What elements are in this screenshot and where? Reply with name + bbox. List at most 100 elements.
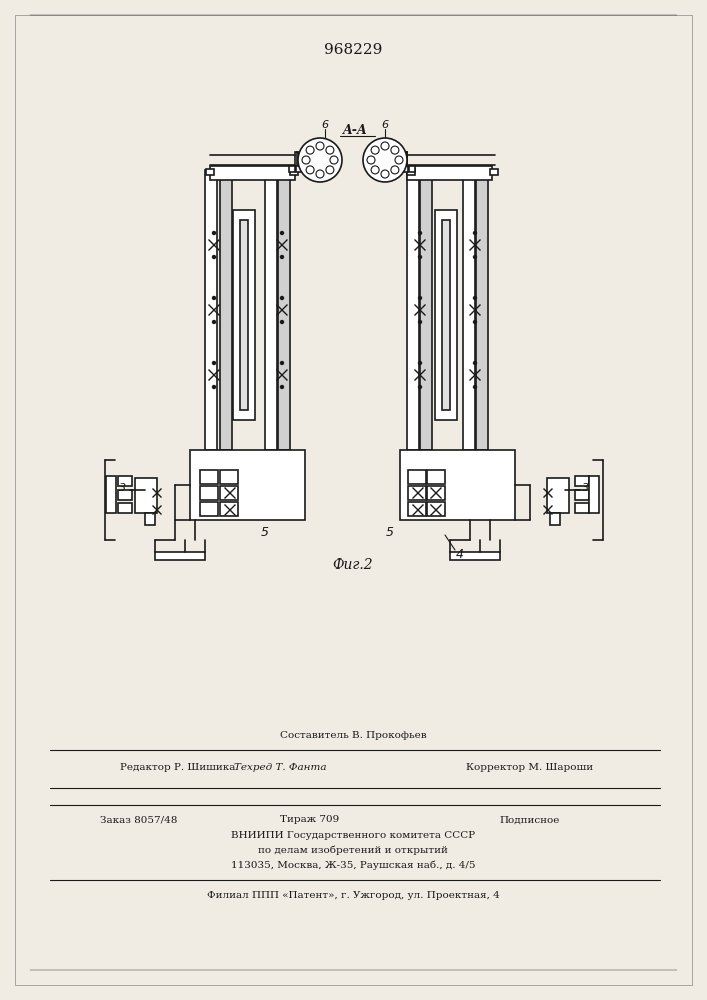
Text: Тираж 709: Тираж 709 — [281, 816, 339, 824]
Circle shape — [419, 255, 421, 258]
Text: 4: 4 — [456, 548, 464, 562]
Bar — [399, 152, 407, 166]
Bar — [240, 220, 248, 410]
Bar — [420, 170, 432, 450]
Bar — [118, 476, 132, 486]
Circle shape — [281, 361, 284, 364]
Circle shape — [281, 255, 284, 258]
Circle shape — [363, 138, 407, 182]
Circle shape — [419, 296, 421, 300]
Bar — [427, 470, 445, 484]
Circle shape — [326, 166, 334, 174]
Text: 6: 6 — [382, 120, 389, 130]
Circle shape — [213, 255, 216, 258]
Circle shape — [213, 232, 216, 234]
Circle shape — [474, 255, 477, 258]
Text: 113035, Москва, Ж-35, Раушская наб., д. 4/5: 113035, Москва, Ж-35, Раушская наб., д. … — [230, 860, 475, 870]
Text: по делам изобретений и открытий: по делам изобретений и открытий — [258, 845, 448, 855]
Bar — [408, 486, 426, 500]
Circle shape — [213, 296, 216, 300]
Bar — [205, 170, 217, 450]
Circle shape — [330, 156, 338, 164]
Bar — [118, 490, 132, 500]
Text: 968229: 968229 — [324, 43, 382, 57]
Circle shape — [474, 361, 477, 364]
Circle shape — [371, 146, 379, 154]
Circle shape — [391, 146, 399, 154]
Circle shape — [419, 385, 421, 388]
Bar — [220, 470, 238, 484]
Bar — [289, 166, 295, 172]
Bar — [463, 170, 475, 450]
Bar — [296, 166, 302, 172]
Bar — [408, 470, 426, 484]
Circle shape — [474, 320, 477, 324]
Text: 6: 6 — [322, 120, 329, 130]
Text: Подписное: Подписное — [500, 816, 560, 824]
Circle shape — [474, 385, 477, 388]
Bar — [408, 502, 426, 516]
Circle shape — [316, 170, 324, 178]
Bar — [106, 476, 116, 513]
Text: 5: 5 — [261, 526, 269, 538]
Text: 3: 3 — [582, 483, 589, 493]
Text: 3: 3 — [119, 483, 126, 493]
Bar — [476, 170, 488, 450]
Bar — [589, 476, 599, 513]
Circle shape — [395, 156, 403, 164]
Bar — [402, 166, 408, 172]
Circle shape — [316, 142, 324, 150]
Bar — [200, 470, 218, 484]
Bar — [407, 166, 492, 180]
Bar — [407, 170, 419, 450]
Circle shape — [474, 232, 477, 234]
Bar — [575, 490, 589, 500]
Bar — [407, 169, 415, 175]
Circle shape — [306, 146, 314, 154]
Circle shape — [474, 296, 477, 300]
Bar — [409, 166, 415, 172]
Text: Редактор Р. Шишика: Редактор Р. Шишика — [120, 764, 235, 772]
Circle shape — [281, 232, 284, 234]
Bar — [278, 170, 290, 450]
Bar — [550, 513, 560, 525]
Circle shape — [371, 166, 379, 174]
Bar — [135, 478, 157, 513]
Bar — [295, 152, 303, 166]
Bar — [220, 486, 238, 500]
Bar — [547, 478, 569, 513]
Bar — [118, 503, 132, 513]
Circle shape — [213, 385, 216, 388]
Bar — [200, 486, 218, 500]
Circle shape — [306, 166, 314, 174]
Bar — [575, 476, 589, 486]
Circle shape — [419, 361, 421, 364]
Bar — [206, 169, 214, 175]
Text: Корректор М. Шароши: Корректор М. Шароши — [467, 764, 594, 772]
Circle shape — [326, 146, 334, 154]
Bar — [233, 210, 255, 420]
Bar — [450, 552, 500, 560]
Circle shape — [213, 320, 216, 324]
Circle shape — [298, 138, 342, 182]
Circle shape — [281, 296, 284, 300]
Circle shape — [419, 232, 421, 234]
Bar — [220, 170, 232, 450]
Text: 5: 5 — [386, 526, 394, 538]
Bar — [575, 503, 589, 513]
Circle shape — [391, 166, 399, 174]
Text: Фиг.2: Фиг.2 — [333, 558, 373, 572]
Circle shape — [381, 170, 389, 178]
Bar — [210, 166, 295, 180]
Circle shape — [281, 320, 284, 324]
Bar — [155, 552, 205, 560]
Circle shape — [281, 385, 284, 388]
Text: Составитель В. Прокофьев: Составитель В. Прокофьев — [280, 730, 426, 740]
Bar — [400, 450, 515, 520]
Text: ВНИИПИ Государственного комитета СССР: ВНИИПИ Государственного комитета СССР — [231, 830, 475, 840]
Bar — [490, 169, 498, 175]
Bar — [442, 220, 450, 410]
Bar — [290, 169, 298, 175]
Text: A-A: A-A — [343, 123, 368, 136]
Bar — [435, 210, 457, 420]
